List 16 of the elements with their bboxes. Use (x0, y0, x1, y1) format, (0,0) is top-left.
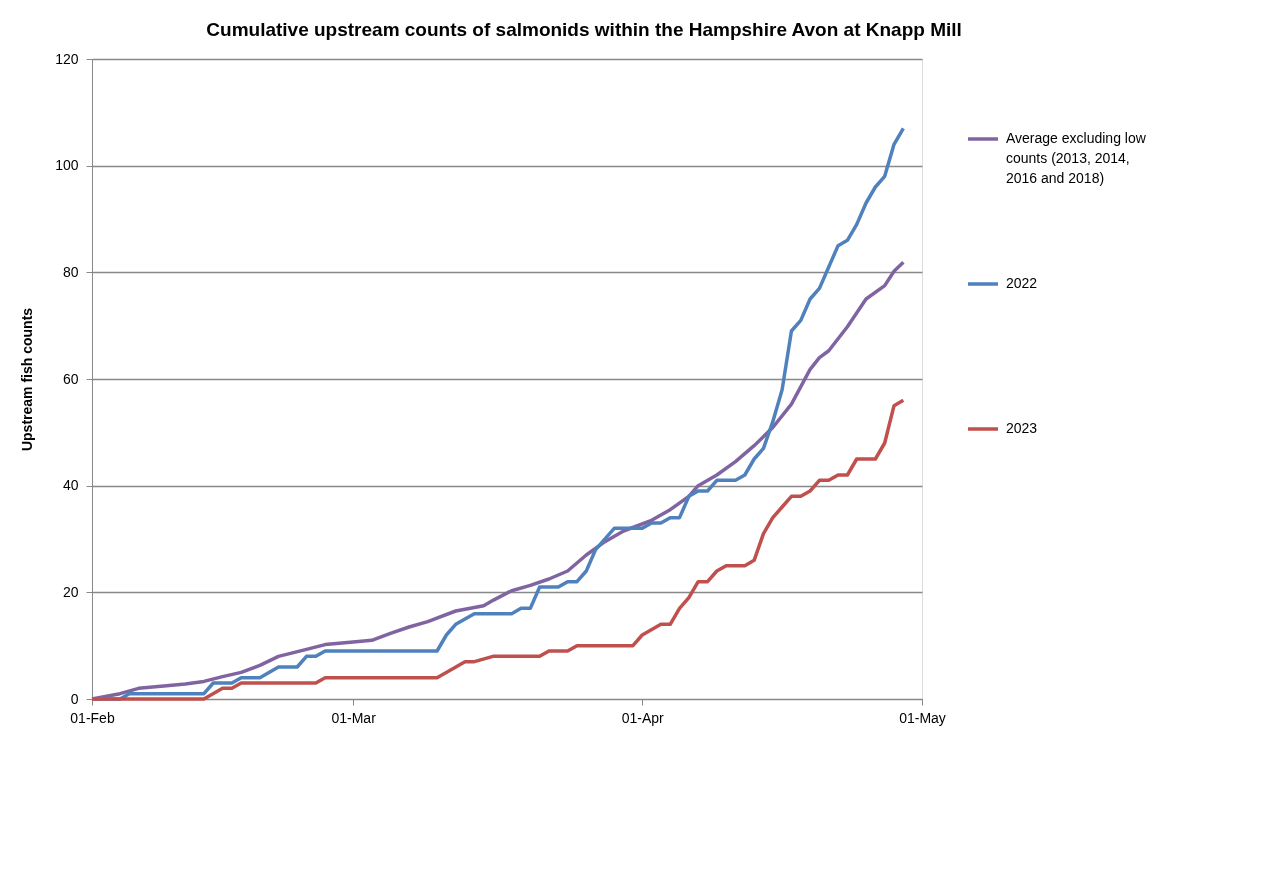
x-tick-label: 01-Mar (331, 709, 377, 726)
legend-label: 2023 (1006, 420, 1038, 436)
y-tick-label: 20 (62, 583, 79, 600)
y-tick-label: 120 (55, 50, 79, 67)
chart-title: Cumulative upstream counts of salmonids within the Hampshire Avon at Knapp Mill (206, 18, 962, 40)
y-tick-label: 0 (70, 690, 79, 707)
legend-label: Average excluding low counts (2013, 2014, 2016 and 2018) (1006, 130, 1147, 186)
x-tick-label: 01-May (899, 709, 946, 726)
y-axis-title: Upstream fish counts (19, 307, 36, 452)
x-tick-label: 01-Apr (621, 709, 665, 726)
y-tick-label: 100 (55, 157, 79, 174)
y-tick-label: 80 (62, 263, 79, 280)
y-tick-label: 40 (62, 477, 79, 494)
y-tick-label: 60 (62, 370, 79, 387)
x-tick-label: 01-Feb (70, 709, 115, 726)
legend-label: 2022 (1006, 275, 1038, 291)
